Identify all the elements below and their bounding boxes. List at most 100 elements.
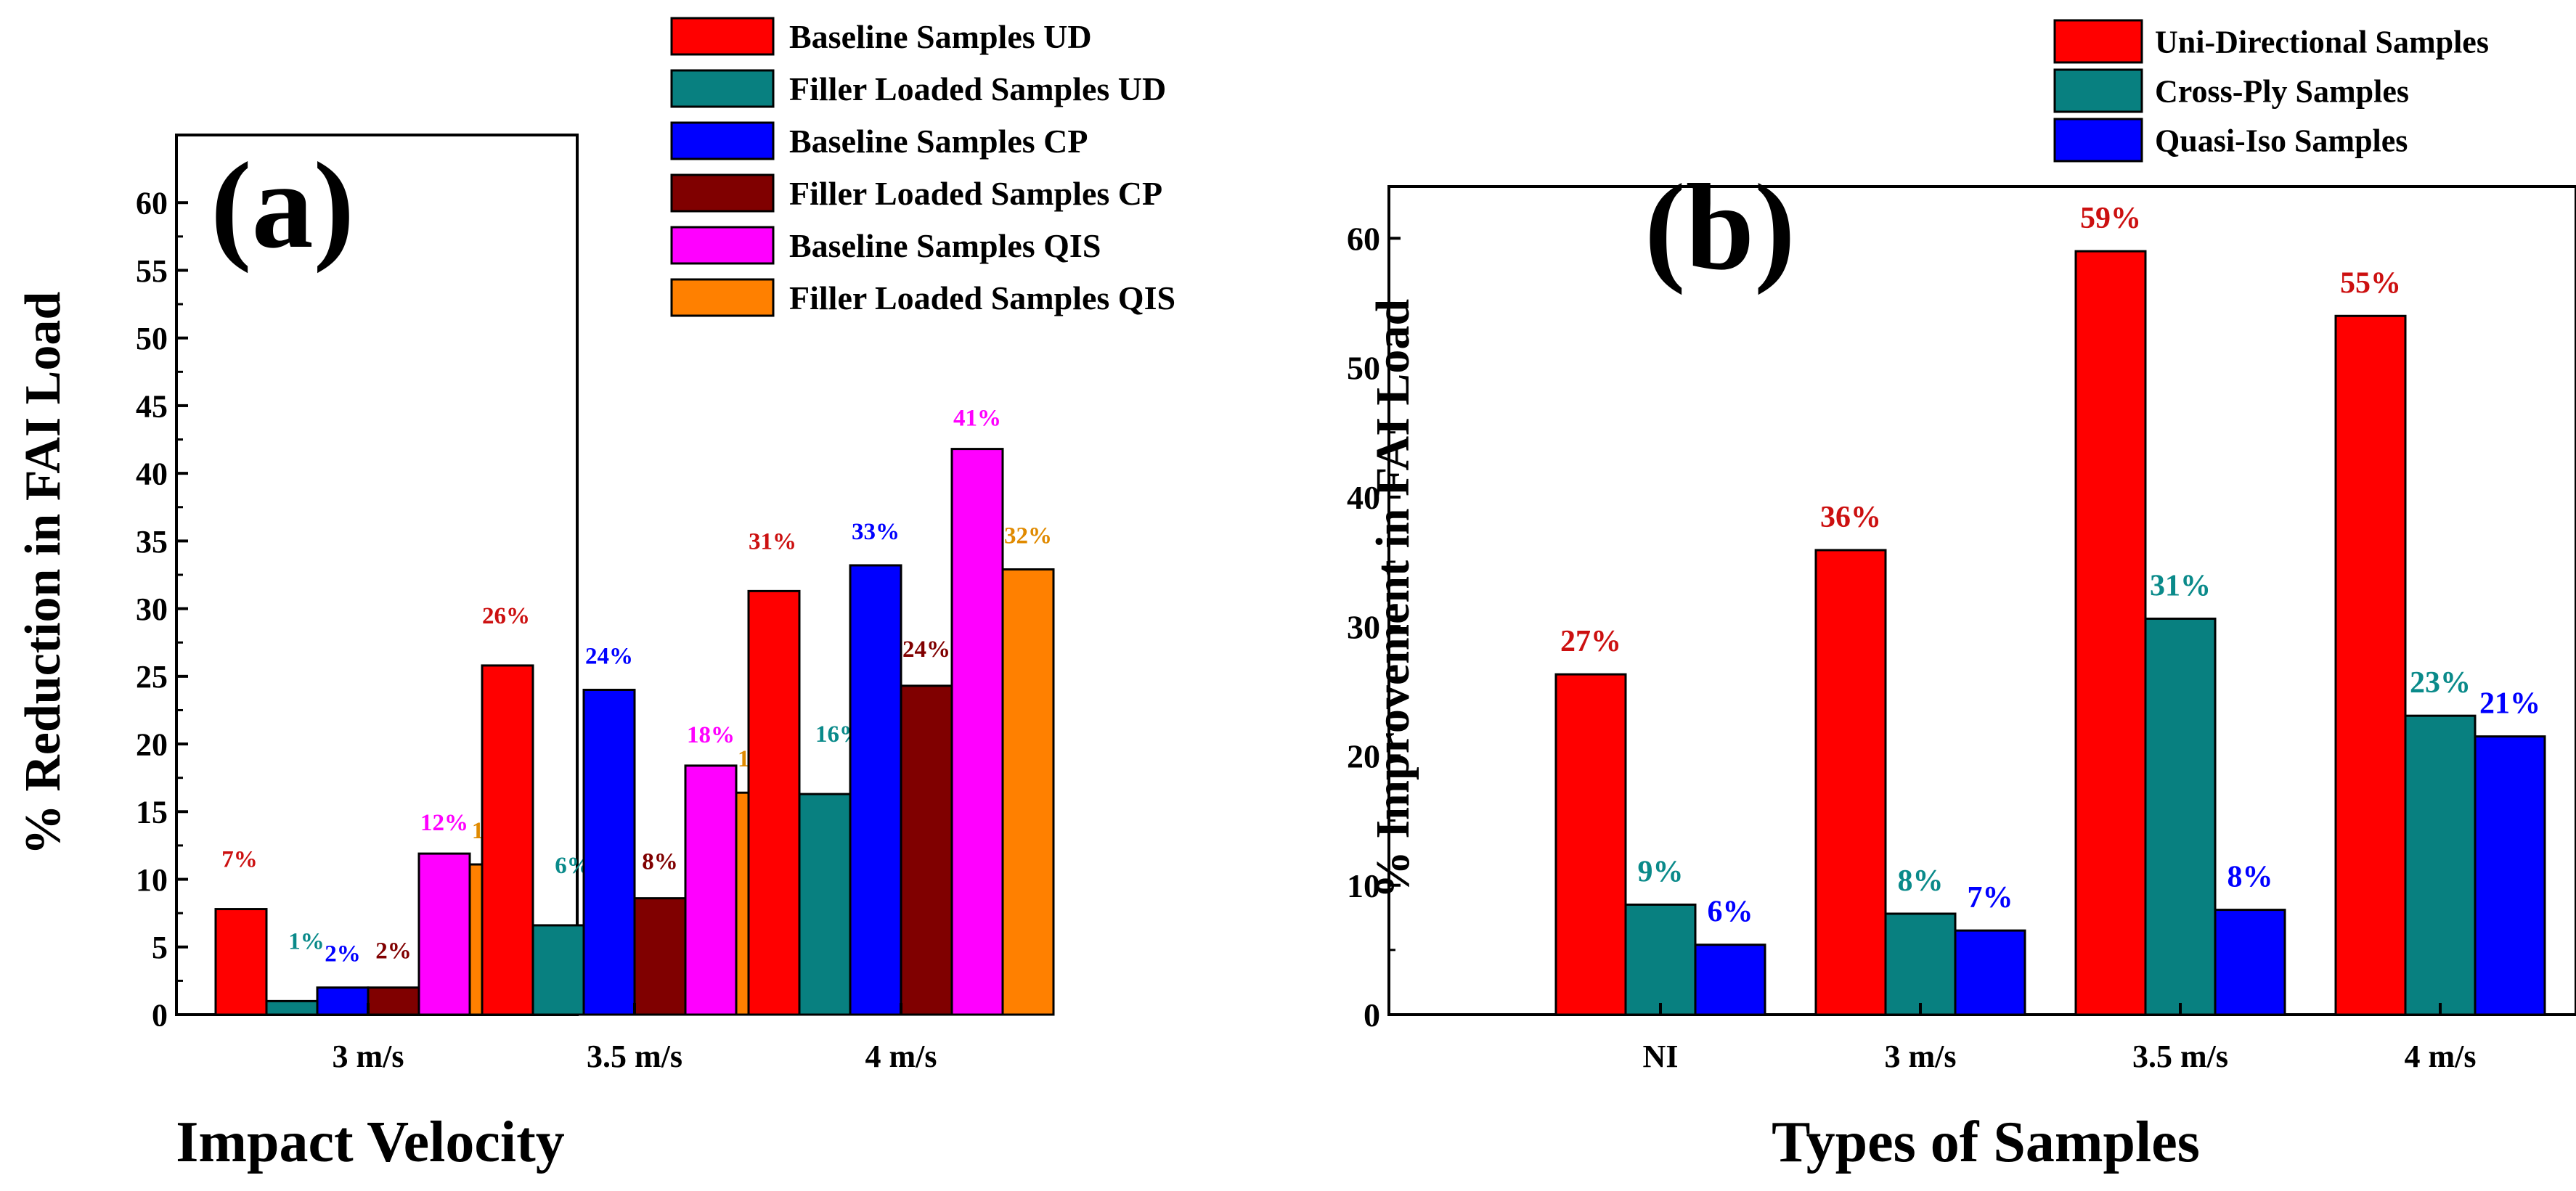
- legend-label: Filler Loaded Samples CP: [789, 175, 1162, 212]
- legend-label: Uni-Directional Samples: [2155, 24, 2489, 60]
- y-axis-title: % Reduction in FAI Load: [15, 292, 71, 856]
- bar: [950, 448, 1004, 1016]
- x-axis-title: Types of Samples: [1772, 1110, 2200, 1174]
- bar: [747, 589, 801, 1016]
- panel-label: (b): [1644, 159, 1796, 295]
- bar: [2074, 250, 2147, 1016]
- bar-value-label: 32%: [1004, 523, 1052, 549]
- bar: [798, 793, 852, 1016]
- legend-swatch: [670, 278, 775, 317]
- legend-swatch: [670, 17, 775, 56]
- legend-label: Baseline Samples UD: [789, 18, 1092, 55]
- bar-value-label: 41%: [953, 406, 1001, 432]
- y-tick-label: 20: [1347, 738, 1380, 775]
- x-axis-title: Impact Velocity: [176, 1110, 565, 1174]
- bar: [265, 999, 319, 1016]
- legend-label: Quasi-Iso Samples: [2155, 123, 2408, 158]
- bar-value-label: 21%: [2479, 687, 2540, 721]
- bar-value-label: 12%: [420, 810, 468, 836]
- legend-swatch: [2053, 118, 2143, 163]
- chart-panel-a: 0510152025303540455055607%1%2%2%12%11%3 …: [15, 17, 1175, 1174]
- bar: [1694, 944, 1766, 1016]
- bar: [633, 897, 687, 1016]
- bar: [2474, 735, 2546, 1016]
- bar: [2334, 314, 2407, 1016]
- bar: [2214, 909, 2286, 1016]
- chart-panel-b: 0 10 20 30 40 50 60 27% 9% 6% NI 36% 8% 7% 3 m/s 59% 31%…: [1347, 19, 2576, 1174]
- bar-value-label: 24%: [902, 637, 950, 663]
- bar-value-label: 7%: [221, 847, 258, 873]
- y-tick-label: 60: [136, 186, 168, 221]
- legend-label: Cross-Ply Samples: [2155, 73, 2409, 109]
- x-tick-label: 4 m/s: [865, 1039, 937, 1074]
- bar: [2144, 617, 2217, 1016]
- bar-value-label: 24%: [585, 643, 633, 669]
- y-tick-label: 20: [136, 727, 168, 762]
- y-tick-label: 10: [136, 862, 168, 898]
- panel-label: (a): [211, 137, 354, 274]
- bar-value-label: 31%: [749, 528, 796, 554]
- bar: [1814, 549, 1887, 1016]
- bar-value-label: 31%: [2150, 569, 2211, 602]
- bar-value-label: 18%: [687, 722, 735, 748]
- bar-value-label: 33%: [852, 519, 900, 545]
- x-tick-label: NI: [1643, 1039, 1679, 1074]
- y-tick-label: 30: [136, 592, 168, 627]
- y-tick-label: 40: [1347, 479, 1380, 516]
- bar: [582, 688, 636, 1016]
- legend-swatch: [670, 69, 775, 108]
- y-tick-label: 25: [136, 659, 168, 695]
- bar-value-label: 26%: [482, 603, 530, 629]
- bar: [684, 764, 738, 1016]
- y-axis-title: % Improvement in FAI Load: [1366, 299, 1419, 899]
- y-tick-label: 60: [1347, 220, 1380, 257]
- bar: [1884, 912, 1957, 1016]
- x-tick-label: 3.5 m/s: [587, 1039, 682, 1074]
- legend-swatch: [2053, 19, 2143, 64]
- bar: [417, 852, 471, 1016]
- bar: [1624, 903, 1697, 1016]
- y-tick-label: 30: [1347, 608, 1380, 645]
- y-tick-label: 45: [136, 388, 168, 424]
- bar: [214, 908, 268, 1016]
- legend-label: Filler Loaded Samples QIS: [789, 279, 1175, 316]
- bar: [316, 986, 370, 1016]
- y-tick-label: 50: [1347, 350, 1380, 387]
- bar-value-label: 7%: [1968, 881, 2013, 914]
- bar-value-label: 36%: [1820, 501, 1881, 534]
- bar-value-label: 8%: [642, 849, 678, 875]
- bar: [1954, 929, 2026, 1016]
- y-tick-label: 55: [136, 253, 168, 289]
- bar: [531, 924, 585, 1016]
- legend-label: Baseline Samples QIS: [789, 227, 1101, 264]
- legend-swatch: [670, 226, 775, 265]
- legend-label: Filler Loaded Samples UD: [789, 70, 1166, 107]
- bar: [481, 664, 534, 1016]
- bar-value-label: 6%: [1708, 896, 1753, 929]
- bar: [367, 986, 420, 1016]
- bar: [2404, 714, 2477, 1016]
- bar-value-label: 23%: [2410, 666, 2471, 700]
- bar: [900, 684, 953, 1016]
- legend-swatch: [670, 173, 775, 213]
- bar-value-label: 55%: [2340, 266, 2401, 300]
- bar-value-label: 9%: [1638, 855, 1684, 888]
- bar-value-label: 2%: [375, 938, 412, 965]
- legend-label: Baseline Samples CP: [789, 123, 1088, 160]
- x-tick-label: 4 m/s: [2405, 1039, 2477, 1074]
- bar: [1554, 673, 1627, 1016]
- y-tick-label: 0: [1364, 996, 1380, 1034]
- bar-value-label: 59%: [2080, 202, 2141, 235]
- x-tick-label: 3 m/s: [333, 1039, 404, 1074]
- y-tick-label: 5: [152, 930, 168, 965]
- y-tick-label: 35: [136, 524, 168, 560]
- y-tick-label: 50: [136, 321, 168, 356]
- y-tick-label: 15: [136, 795, 168, 830]
- bar-value-label: 8%: [2227, 861, 2273, 894]
- bar-value-label: 2%: [325, 941, 361, 967]
- bar-value-label: 27%: [1560, 625, 1621, 658]
- y-tick-label: 10: [1347, 867, 1380, 904]
- bar-value-label: 8%: [1898, 864, 1944, 898]
- y-tick-label: 0: [152, 997, 168, 1033]
